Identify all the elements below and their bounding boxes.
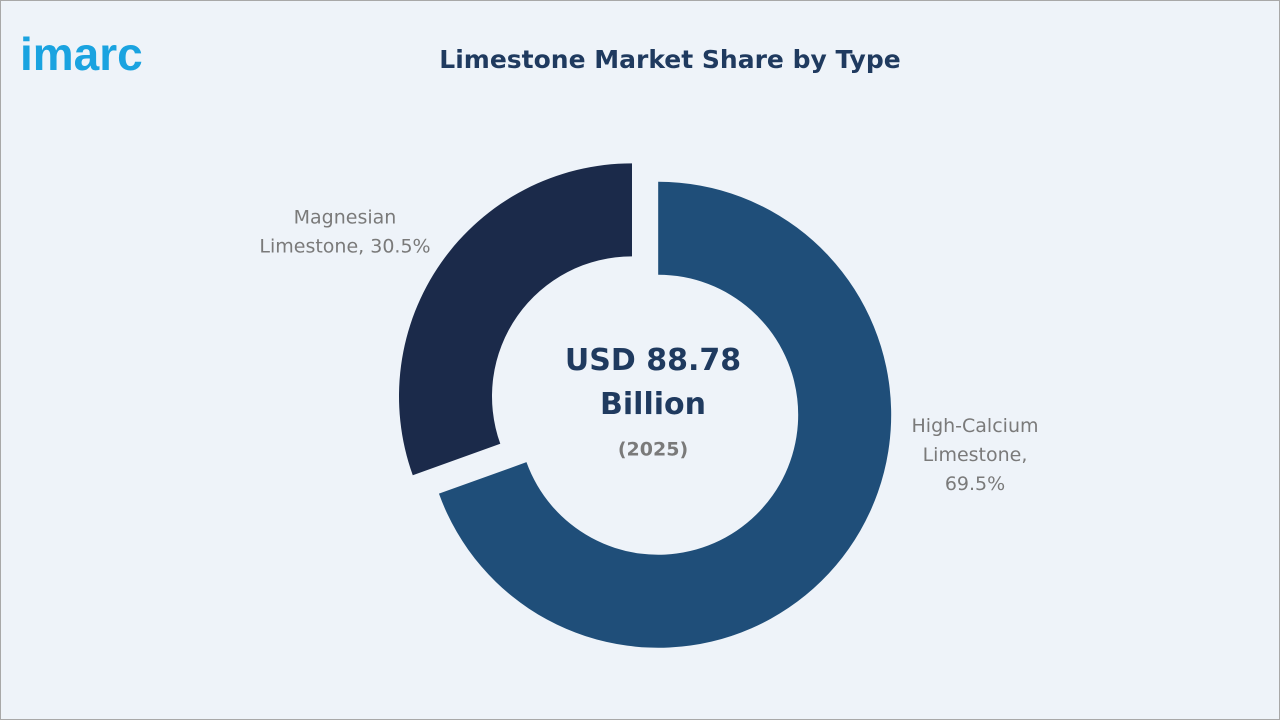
center-label: USD 88.78 Billion bbox=[565, 343, 741, 422]
data-label: High-Calcium Limestone, 69.5% bbox=[912, 415, 1039, 495]
logo: imarc bbox=[20, 28, 143, 80]
data-label: Magnesian Limestone, 30.5% bbox=[259, 206, 430, 257]
center-sublabel: (2025) bbox=[618, 439, 688, 461]
donut-slice bbox=[438, 181, 892, 648]
donut-slice bbox=[399, 163, 633, 476]
chart-title: Limestone Market Share by Type bbox=[439, 45, 900, 74]
